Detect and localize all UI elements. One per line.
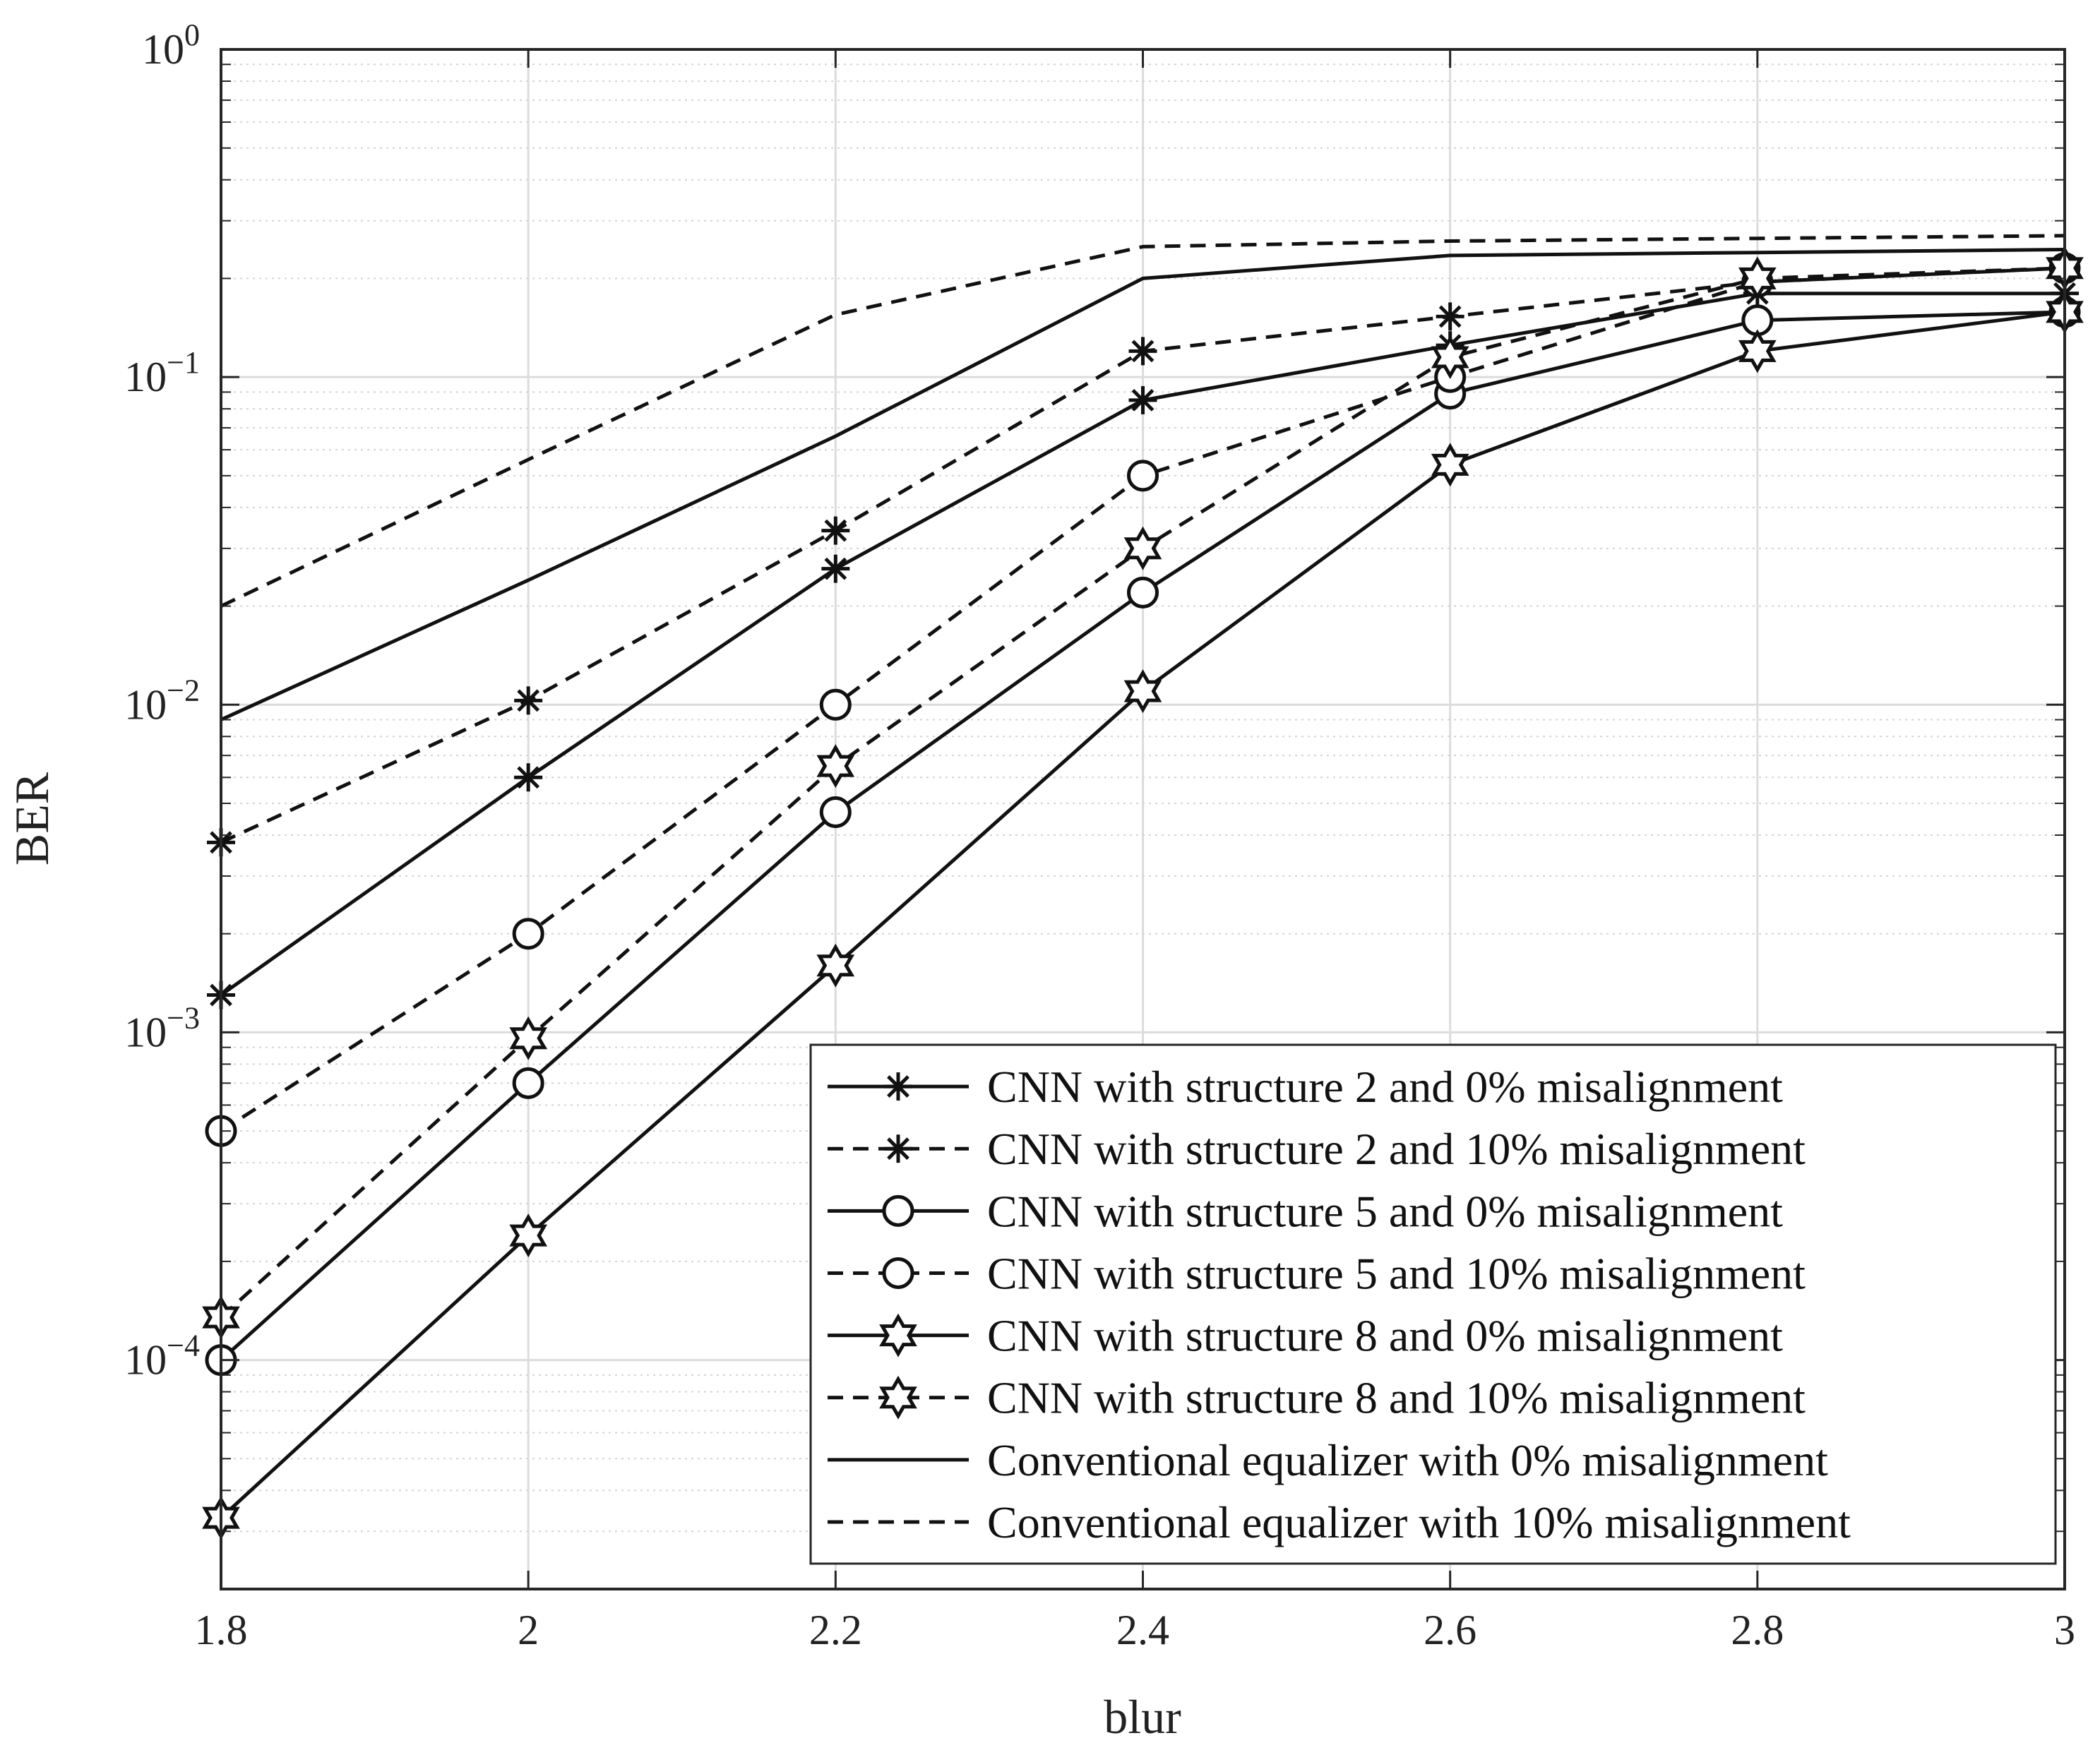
circle-marker: [1127, 460, 1159, 492]
asterisk-marker: [821, 554, 850, 583]
series-line: [220, 234, 2065, 608]
y-tick-exponent: −4: [167, 1329, 200, 1363]
x-tick-label: 3: [2054, 1607, 2075, 1653]
legend-entry: CNN with structure 8 and 10% misalignmen…: [828, 1373, 1806, 1423]
ticks: [220, 49, 2066, 1590]
asterisk-marker: [1128, 337, 1157, 366]
x-axis-label: blur: [1104, 1690, 1181, 1744]
series-8: [220, 234, 2065, 608]
hexagram-marker: [1738, 256, 1777, 301]
hexagram-marker: [509, 1213, 548, 1258]
legend-label: CNN with structure 2 and 10% misalignmen…: [987, 1124, 1806, 1174]
legend-label: Conventional equalizer with 0% misalignm…: [987, 1435, 1828, 1485]
x-tick-label: 2: [518, 1607, 539, 1653]
asterisk-stroke: [517, 766, 540, 789]
asterisk-stroke: [1131, 388, 1155, 412]
y-tick-base: 10: [124, 354, 167, 400]
y-tick-label: 10−1: [124, 345, 200, 400]
legend-label: CNN with structure 8 and 0% misalignment: [987, 1311, 1783, 1361]
asterisk-marker: [1128, 385, 1157, 414]
legend-label: CNN with structure 8 and 10% misalignmen…: [987, 1373, 1806, 1423]
hexagram-marker: [1431, 335, 1469, 380]
circle-marker: [819, 688, 852, 721]
asterisk-stroke: [887, 1075, 909, 1098]
hexagram-marker: [816, 744, 855, 789]
legend-label: Conventional equalizer with 10% misalign…: [987, 1497, 1851, 1547]
legend-entry: Conventional equalizer with 0% misalignm…: [828, 1435, 1828, 1485]
y-tick-label: 10−4: [124, 1329, 200, 1384]
legend-label: CNN with structure 5 and 10% misalignmen…: [987, 1248, 1806, 1298]
circle-marker: [512, 1067, 544, 1099]
y-tick-base: 10: [124, 1337, 167, 1384]
asterisk-marker: [884, 1072, 912, 1101]
legend: CNN with structure 2 and 0% misalignment…: [809, 1043, 2057, 1565]
circle-marker: [819, 796, 852, 828]
asterisk-stroke: [824, 519, 847, 542]
circle-marker: [512, 918, 544, 950]
x-tick-label: 2.8: [1731, 1607, 1784, 1653]
legend-entry: CNN with structure 5 and 10% misalignmen…: [828, 1248, 1806, 1298]
hexagram-marker: [1738, 329, 1777, 373]
asterisk-stroke: [887, 1137, 909, 1161]
legend-entry: CNN with structure 2 and 10% misalignmen…: [828, 1124, 1806, 1174]
circle-marker: [882, 1194, 914, 1227]
hexagram-marker: [509, 1016, 548, 1060]
asterisk-stroke: [1438, 305, 1462, 328]
y-tick-base: 10: [124, 1009, 167, 1055]
asterisk-stroke: [824, 557, 847, 580]
circle-marker: [1127, 576, 1159, 609]
asterisk-marker: [514, 686, 543, 715]
hexagram-marker: [1123, 526, 1162, 570]
asterisk-marker: [884, 1134, 912, 1163]
hexagram-marker: [1431, 443, 1469, 487]
y-axis-label: BER: [5, 772, 59, 865]
circle-marker: [882, 1257, 914, 1289]
x-tick-label: 2.2: [809, 1607, 862, 1653]
asterisk-stroke: [1131, 340, 1155, 363]
x-tick-label: 1.8: [195, 1607, 248, 1653]
series-line: [220, 248, 2065, 721]
asterisk-marker: [821, 516, 850, 545]
series-layer: [202, 234, 2084, 1540]
asterisk-stroke: [517, 689, 540, 712]
series-7: [220, 248, 2065, 721]
legend-label: CNN with structure 5 and 0% misalignment: [987, 1186, 1783, 1236]
y-tick-exponent: −2: [167, 673, 200, 707]
asterisk-marker: [1436, 302, 1464, 331]
hexagram-marker: [1123, 669, 1162, 714]
y-tick-base: 10: [142, 26, 184, 73]
legend-box: [809, 1043, 2057, 1565]
legend-entry: CNN with structure 8 and 0% misalignment: [828, 1311, 1783, 1361]
hexagram-marker: [879, 1375, 917, 1420]
x-tick-label: 2.6: [1424, 1607, 1476, 1653]
y-tick-exponent: −1: [167, 345, 200, 380]
y-tick-exponent: −3: [167, 1000, 200, 1035]
x-tick-label: 2.4: [1116, 1607, 1169, 1653]
legend-label: CNN with structure 2 and 0% misalignment: [987, 1062, 1783, 1112]
y-tick-label: 100: [142, 18, 200, 73]
legend-entry: CNN with structure 5 and 0% misalignment: [828, 1186, 1783, 1236]
y-tick-label: 10−3: [124, 1000, 200, 1055]
y-tick-base: 10: [124, 681, 167, 728]
legend-entry: Conventional equalizer with 10% misalign…: [828, 1497, 1851, 1547]
legend-entry: CNN with structure 2 and 0% misalignment: [828, 1062, 1783, 1112]
hexagram-marker: [879, 1313, 917, 1358]
hexagram-marker: [816, 943, 855, 988]
asterisk-marker: [514, 763, 543, 792]
y-tick-label: 10−2: [124, 673, 200, 728]
series-5: [202, 289, 2084, 1540]
y-tick-exponent: 0: [184, 18, 200, 52]
